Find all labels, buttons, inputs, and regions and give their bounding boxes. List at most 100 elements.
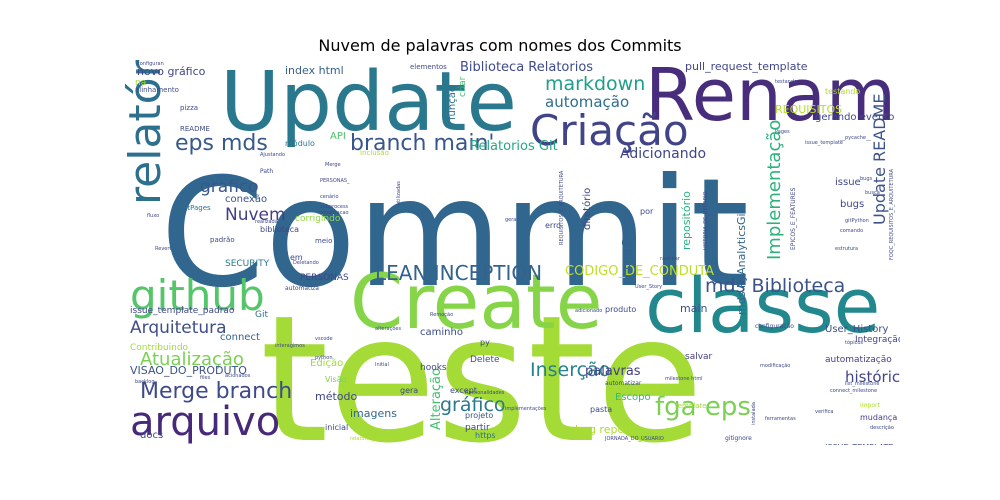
word-90: pizza xyxy=(180,104,198,112)
word-48: método xyxy=(315,390,358,403)
word-60: issue xyxy=(835,177,861,188)
word-58: conexão xyxy=(225,194,267,205)
word-128: REQUISITOS_E_ARQUITETURA xyxy=(559,170,565,245)
word-32: histórico xyxy=(845,368,900,386)
word-46: bug report xyxy=(575,423,634,436)
word-102: milestone html xyxy=(665,376,703,382)
word-133: comando xyxy=(840,228,863,234)
word-145: Pages xyxy=(775,129,790,135)
word-51: User_History xyxy=(825,324,888,335)
word-136: Remoção xyxy=(430,312,453,318)
word-14: branch main' xyxy=(350,131,494,156)
word-146: __pycache__ xyxy=(839,135,871,141)
word-59: bugs xyxy=(840,199,864,210)
word-4: Rename xyxy=(645,60,900,137)
word-22: Implementação xyxy=(764,120,785,260)
word-95: erro xyxy=(545,221,561,230)
word-85: testando xyxy=(825,87,860,96)
word-28: Relatorios Git xyxy=(470,139,558,154)
word-154: Initial xyxy=(375,362,389,368)
word-66: criar xyxy=(458,76,468,97)
word-82: inicial xyxy=(325,423,348,432)
word-57: docs xyxy=(140,430,163,441)
word-132: estrutura xyxy=(835,246,858,252)
word-18: Arquitetura xyxy=(130,318,227,338)
word-47: imagens xyxy=(350,407,397,420)
word-6: classe xyxy=(645,261,880,350)
word-122: gitignore xyxy=(725,435,752,442)
word-10: arquivo xyxy=(130,399,280,445)
word-19: Atualização xyxy=(140,349,244,370)
word-63: Contribuindo xyxy=(130,343,189,353)
word-143: fluxo xyxy=(147,213,159,219)
word-91: GitPages xyxy=(180,204,211,212)
word-39: mds PyAnalyticsGit xyxy=(735,208,748,315)
word-106: descrição xyxy=(870,425,894,431)
word-118: vscode xyxy=(315,336,333,342)
word-96: py xyxy=(480,338,490,347)
word-78: gera xyxy=(400,386,418,395)
word-152: subprocess xyxy=(320,204,349,210)
word-121: import xyxy=(860,402,880,409)
word-105: list_milestone xyxy=(845,381,879,387)
word-35: issue_template_padrao xyxy=(130,306,235,316)
word-50: caminho xyxy=(420,327,463,338)
word-147: configuran xyxy=(137,61,164,67)
word-80: pasta xyxy=(590,405,612,414)
word-9: Criação xyxy=(530,106,689,155)
word-31: Alteração xyxy=(429,368,444,430)
word-97: template xyxy=(675,402,707,410)
word-33: palavras xyxy=(585,364,641,379)
word-148: PERSONAS_ xyxy=(320,178,350,184)
word-81: projeto xyxy=(465,411,493,420)
word-52: Integração xyxy=(855,335,900,345)
word-7: github xyxy=(130,271,265,320)
word-139: alterações xyxy=(375,326,401,332)
word-151: cenário xyxy=(320,193,339,200)
word-120: verifica xyxy=(815,409,833,415)
word-45: main xyxy=(680,302,708,315)
word-140: gerar xyxy=(505,217,519,223)
word-115: backlog xyxy=(135,379,155,385)
word-113: interagimos xyxy=(275,343,305,349)
word-104: connect_milestone xyxy=(830,388,877,394)
word-49: Edição xyxy=(310,358,343,369)
word-67: hooks xyxy=(420,363,447,373)
word-131: issue_template xyxy=(805,140,843,146)
word-89: README xyxy=(180,125,210,133)
word-64: SECURITY xyxy=(225,259,270,269)
word-144: tópicos xyxy=(845,339,863,346)
word-124: ferramentas xyxy=(765,416,796,422)
word-74: biblioteca xyxy=(260,225,299,234)
word-94: por xyxy=(640,207,654,216)
word-17: grafico xyxy=(200,177,259,197)
word-40: REQUISITOS xyxy=(775,103,842,116)
word-24: Inserção xyxy=(530,359,610,381)
word-20: fga eps xyxy=(655,392,751,422)
word-1: Commit xyxy=(160,147,749,321)
word-138: User_Story xyxy=(635,284,662,290)
word-38: novo gráfico xyxy=(137,65,206,78)
word-129: JORNADA_DO_USUARIO xyxy=(604,436,664,442)
word-8: relatório xyxy=(125,60,171,205)
word-15: LEAN INCEPTION xyxy=(375,261,542,285)
word-126: HISTORIA_DE_USUARIO xyxy=(703,191,709,250)
word-98: configuração xyxy=(755,323,794,330)
word-11: mds Biblioteca xyxy=(705,275,845,297)
word-68: Delete xyxy=(470,355,500,365)
word-125: EPICOS_E_FEATURES xyxy=(790,187,797,250)
word-99: automatizar xyxy=(605,380,642,387)
word-26: Biblioteca Relatorios xyxy=(460,60,593,75)
word-127: FOQC_REQUISITOS_E_ARQUITETURA xyxy=(889,168,895,260)
word-12: Merge branch xyxy=(140,379,292,404)
word-137: adicionado xyxy=(575,308,602,314)
word-27: automação xyxy=(545,93,629,111)
word-23: Update README xyxy=(870,94,889,225)
word-43: diretório xyxy=(581,188,593,230)
word-83: Visão xyxy=(325,375,347,384)
word-2: teste xyxy=(260,279,704,445)
word-114: acionados xyxy=(225,373,251,379)
word-65: função xyxy=(447,86,458,120)
